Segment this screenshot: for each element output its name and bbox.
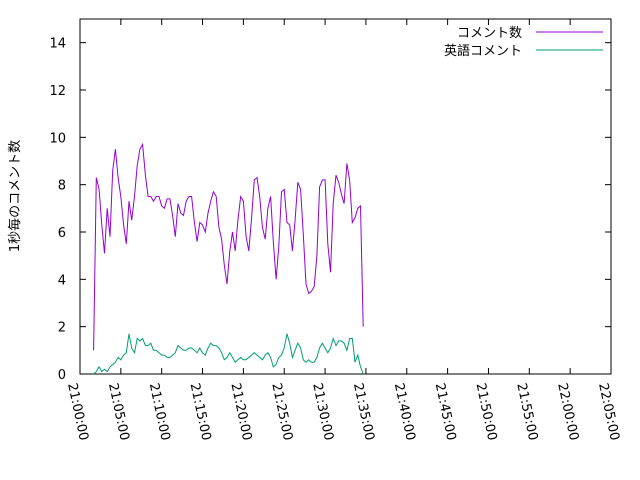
y-tick-label: 6	[58, 226, 66, 241]
y-tick-label: 14	[49, 37, 66, 52]
series-line-2	[93, 333, 364, 375]
x-tick-label: 21:40:00	[391, 382, 418, 442]
x-tick-label: 21:25:00	[268, 382, 295, 442]
x-tick-label: 21:45:00	[432, 382, 459, 442]
y-tick-label: 4	[58, 273, 66, 288]
x-tick-label: 21:05:00	[105, 382, 132, 442]
x-tick-label: 21:20:00	[227, 382, 254, 442]
legend-label: コメント数	[457, 26, 522, 41]
x-tick-label: 21:30:00	[309, 382, 336, 442]
x-tick-label: 22:05:00	[595, 382, 622, 442]
x-tick-label: 21:55:00	[513, 382, 540, 442]
x-tick-label: 21:10:00	[146, 382, 173, 442]
y-axis-label: 1秒毎のコメント数	[7, 140, 23, 252]
legend-label: 英語コメント	[444, 43, 522, 59]
x-tick-label: 22:00:00	[554, 382, 581, 442]
y-tick-label: 0	[58, 368, 66, 383]
y-tick-label: 12	[49, 84, 66, 99]
y-tick-label: 8	[58, 179, 66, 194]
x-axis: 21:00:00 21:05:00 21:10:00 21:15:00 21:20:00…	[64, 19, 622, 442]
x-tick-label: 21:00:00	[64, 382, 91, 442]
series-lines	[93, 142, 364, 375]
y-tick-label: 10	[49, 131, 66, 146]
y-axis: 0 2 4 6 8 10 12 14	[49, 37, 611, 383]
x-tick-label: 21:50:00	[473, 382, 500, 442]
plot-frame	[79, 18, 612, 375]
x-tick-label: 21:35:00	[350, 382, 377, 442]
y-tick-label: 2	[58, 321, 66, 336]
series-line-1	[93, 142, 364, 351]
x-tick-label: 21:15:00	[187, 382, 214, 442]
